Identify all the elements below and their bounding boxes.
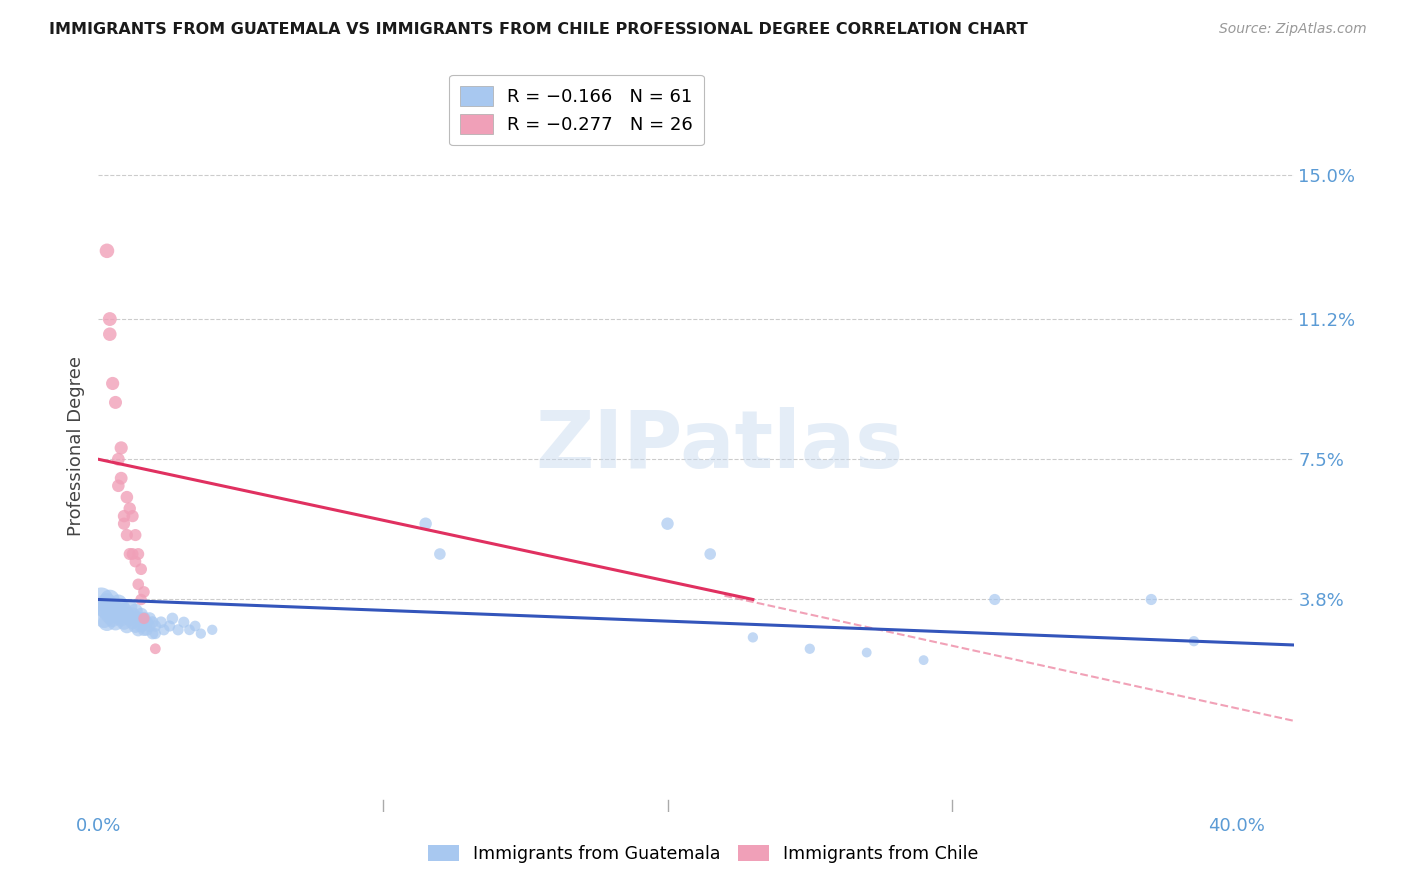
Point [98, 327, 121, 342]
Point [699, 547, 721, 561]
Point [107, 479, 129, 493]
Point [104, 395, 127, 409]
Point [150, 615, 173, 630]
Point [93, 600, 115, 615]
Point [112, 509, 135, 524]
Point [110, 441, 132, 455]
Point [112, 615, 135, 630]
Point [129, 619, 152, 633]
Point [118, 547, 141, 561]
Point [153, 623, 176, 637]
Point [132, 611, 155, 625]
Point [132, 585, 155, 599]
Point [115, 528, 138, 542]
Point [124, 528, 146, 542]
Point [1182, 634, 1205, 648]
Point [143, 641, 166, 656]
Point [415, 516, 437, 531]
Point [121, 607, 143, 622]
Point [107, 452, 129, 467]
Point [141, 626, 163, 640]
Point [1140, 592, 1163, 607]
Point [98, 592, 121, 607]
Point [110, 600, 132, 615]
Point [96, 244, 118, 258]
Point [135, 623, 157, 637]
Point [138, 611, 160, 625]
Point [184, 619, 207, 633]
Point [657, 516, 679, 531]
Legend: R = −0.166   N = 61, R = −0.277   N = 26: R = −0.166 N = 61, R = −0.277 N = 26 [450, 75, 703, 145]
Point [96, 596, 118, 610]
Point [115, 607, 138, 622]
Point [855, 646, 877, 660]
Point [112, 604, 135, 618]
Point [90, 592, 112, 607]
Point [132, 623, 155, 637]
Point [138, 619, 160, 633]
Point [93, 611, 115, 625]
Point [112, 516, 135, 531]
Point [429, 547, 451, 561]
Point [110, 471, 132, 485]
Point [129, 607, 152, 622]
Point [127, 577, 149, 591]
Point [115, 490, 138, 504]
Point [201, 623, 224, 637]
Point [190, 626, 212, 640]
Point [984, 592, 1007, 607]
Point [101, 376, 124, 391]
Point [110, 611, 132, 625]
Point [124, 555, 146, 569]
Point [741, 631, 763, 645]
Point [173, 615, 195, 630]
Point [129, 562, 152, 576]
Point [135, 615, 157, 630]
Point [143, 626, 166, 640]
Point [121, 509, 143, 524]
Text: ZIPatlas: ZIPatlas [536, 407, 904, 485]
Point [132, 611, 155, 625]
Point [121, 547, 143, 561]
Point [107, 596, 129, 610]
Point [912, 653, 935, 667]
Point [118, 501, 141, 516]
Point [118, 600, 141, 615]
Point [127, 611, 149, 625]
Point [167, 623, 190, 637]
Point [115, 619, 138, 633]
Point [96, 615, 118, 630]
Point [101, 600, 124, 615]
Point [107, 607, 129, 622]
Text: IMMIGRANTS FROM GUATEMALA VS IMMIGRANTS FROM CHILE PROFESSIONAL DEGREE CORRELATI: IMMIGRANTS FROM GUATEMALA VS IMMIGRANTS … [49, 22, 1028, 37]
Point [101, 611, 124, 625]
Y-axis label: Professional Degree: Professional Degree [66, 356, 84, 536]
Point [98, 607, 121, 622]
Point [118, 611, 141, 625]
Point [799, 641, 821, 656]
Point [124, 619, 146, 633]
Point [104, 615, 127, 630]
Legend: Immigrants from Guatemala, Immigrants from Chile: Immigrants from Guatemala, Immigrants fr… [420, 838, 986, 870]
Point [121, 615, 143, 630]
Point [98, 312, 121, 326]
Point [96, 604, 118, 618]
Text: Source: ZipAtlas.com: Source: ZipAtlas.com [1219, 22, 1367, 37]
Point [127, 547, 149, 561]
Point [162, 611, 184, 625]
Point [127, 623, 149, 637]
Point [179, 623, 201, 637]
Point [124, 604, 146, 618]
Point [159, 619, 181, 633]
Point [141, 615, 163, 630]
Point [104, 604, 127, 618]
Point [129, 592, 152, 607]
Point [143, 619, 166, 633]
